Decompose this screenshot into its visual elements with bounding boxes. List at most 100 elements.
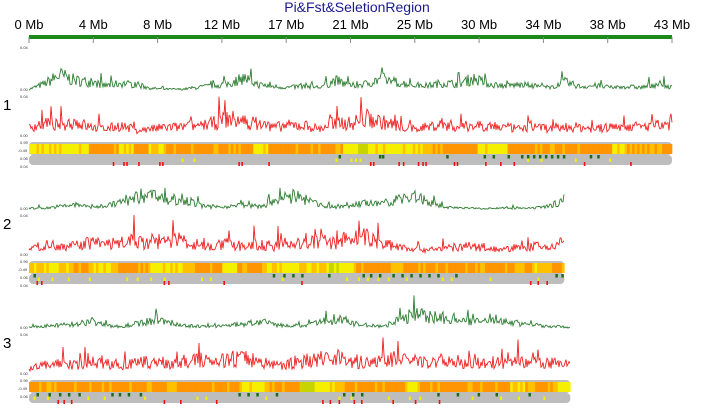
heatmap-cell [522,382,526,392]
heatmap-cell [89,382,92,392]
selection-red-mark [215,400,218,404]
heatmap-cell [43,263,47,273]
selection-green-mark [118,393,122,397]
heat-bottom-label: -0.49 [18,267,28,272]
heatmap-cell [286,263,290,273]
heatmap-cell [354,382,358,392]
selection-yellow-mark [205,396,208,400]
selection-yellow-mark [88,277,91,281]
heatmap-cell [291,263,295,273]
heatmap-cell [577,144,581,154]
heatmap-cell [194,382,198,392]
selection-yellow-mark [405,277,408,281]
heatmap-cell [197,263,201,273]
heatmap-cell [171,144,174,154]
selection-red-mark [70,400,73,404]
selection-red-mark [453,162,456,166]
heatmap-cell [280,144,284,154]
heatmap-cell [627,144,630,154]
selection-green-mark [555,274,558,278]
heatmap-cell [460,144,463,154]
heatmap-cell [71,263,74,273]
heatmap-cell [245,144,249,154]
heatmap-cell [408,263,411,273]
selection-green-mark [437,393,440,397]
heatmap-cell [317,382,321,392]
heatmap-cell [418,263,421,273]
selection-green-mark [532,155,536,159]
selection-red-mark [180,400,182,404]
pi-bottom-label: 0.00 [20,325,29,330]
heatmap-cell [126,144,129,154]
heatmap-cell [467,382,471,392]
heatmap-cell [392,144,396,154]
heatmap-cell [452,144,456,154]
heatmap-cell [395,144,399,154]
heatmap-cell [385,263,389,273]
heatmap-cell [460,263,464,273]
selection-green-mark [410,274,413,278]
heatmap-cell [58,144,62,154]
heatmap-cell [509,263,513,273]
selection-yellow-mark [196,396,199,400]
heatmap-cell [88,263,92,273]
heatmap-cell [517,263,521,273]
selection-red-mark [163,400,166,404]
selection-green-mark [33,274,36,278]
heatmap-cell [372,382,376,392]
heatmap-cell [54,382,57,392]
selection-yellow-mark [103,396,106,400]
heatmap-cell [314,382,318,392]
heatmap-cell [219,263,223,273]
fst-bottom-label: 0.00 [20,252,29,257]
selection-yellow-mark [489,277,492,281]
heatmap-cell [76,382,80,392]
heatmap-cell [452,382,456,392]
heatmap-cell [224,382,228,392]
heatmap-cell [95,263,99,273]
heatmap-cell [535,382,539,392]
heatmap-cell [475,263,478,273]
selection-red-mark [329,400,332,404]
heatmap-cell [101,144,105,154]
heatmap-cell [604,144,608,154]
heatmap-cell [439,382,443,392]
heatmap-cell [430,263,434,273]
heatmap-cell [297,382,300,392]
heatmap-cell [442,382,446,392]
selection-red-mark [485,162,487,166]
heatmap-cell [495,144,498,154]
heatmap-cell [502,382,506,392]
selection-yellow-mark [209,277,212,281]
heatmap-cell [272,382,275,392]
heatmap-cell [66,144,70,154]
heatmap-cell [289,382,293,392]
heatmap-cell [99,382,102,392]
heatmap-cell [337,382,341,392]
heatmap-cell [206,382,210,392]
x-tick-label: 30 Mb [461,17,497,32]
selection-yellow-mark [441,277,444,281]
heatmap-cell [281,263,285,273]
heatmap-cell [422,144,426,154]
selection-red-mark [398,162,400,166]
heatmap-cell [342,382,346,392]
heatmap-cell [74,382,77,392]
selection-green-mark [338,155,342,159]
heatmap-cell [413,263,416,273]
selection-green-mark [492,155,496,159]
heatmap-cell [437,144,441,154]
heatmap-cell [266,263,270,273]
heatmap-cell [268,144,272,154]
selection-red-mark [162,162,164,166]
heatmap-cell [399,382,403,392]
selection-red-mark [138,162,140,166]
heatmap-cell [195,144,199,154]
selection-green-mark [378,155,382,159]
heatmap-cell [519,263,523,273]
heatmap-cell [422,382,426,392]
heatmap-cell [343,144,346,154]
heatmap-cell [58,263,62,273]
heatmap-cell [430,144,434,154]
heatmap-cell [331,263,335,273]
